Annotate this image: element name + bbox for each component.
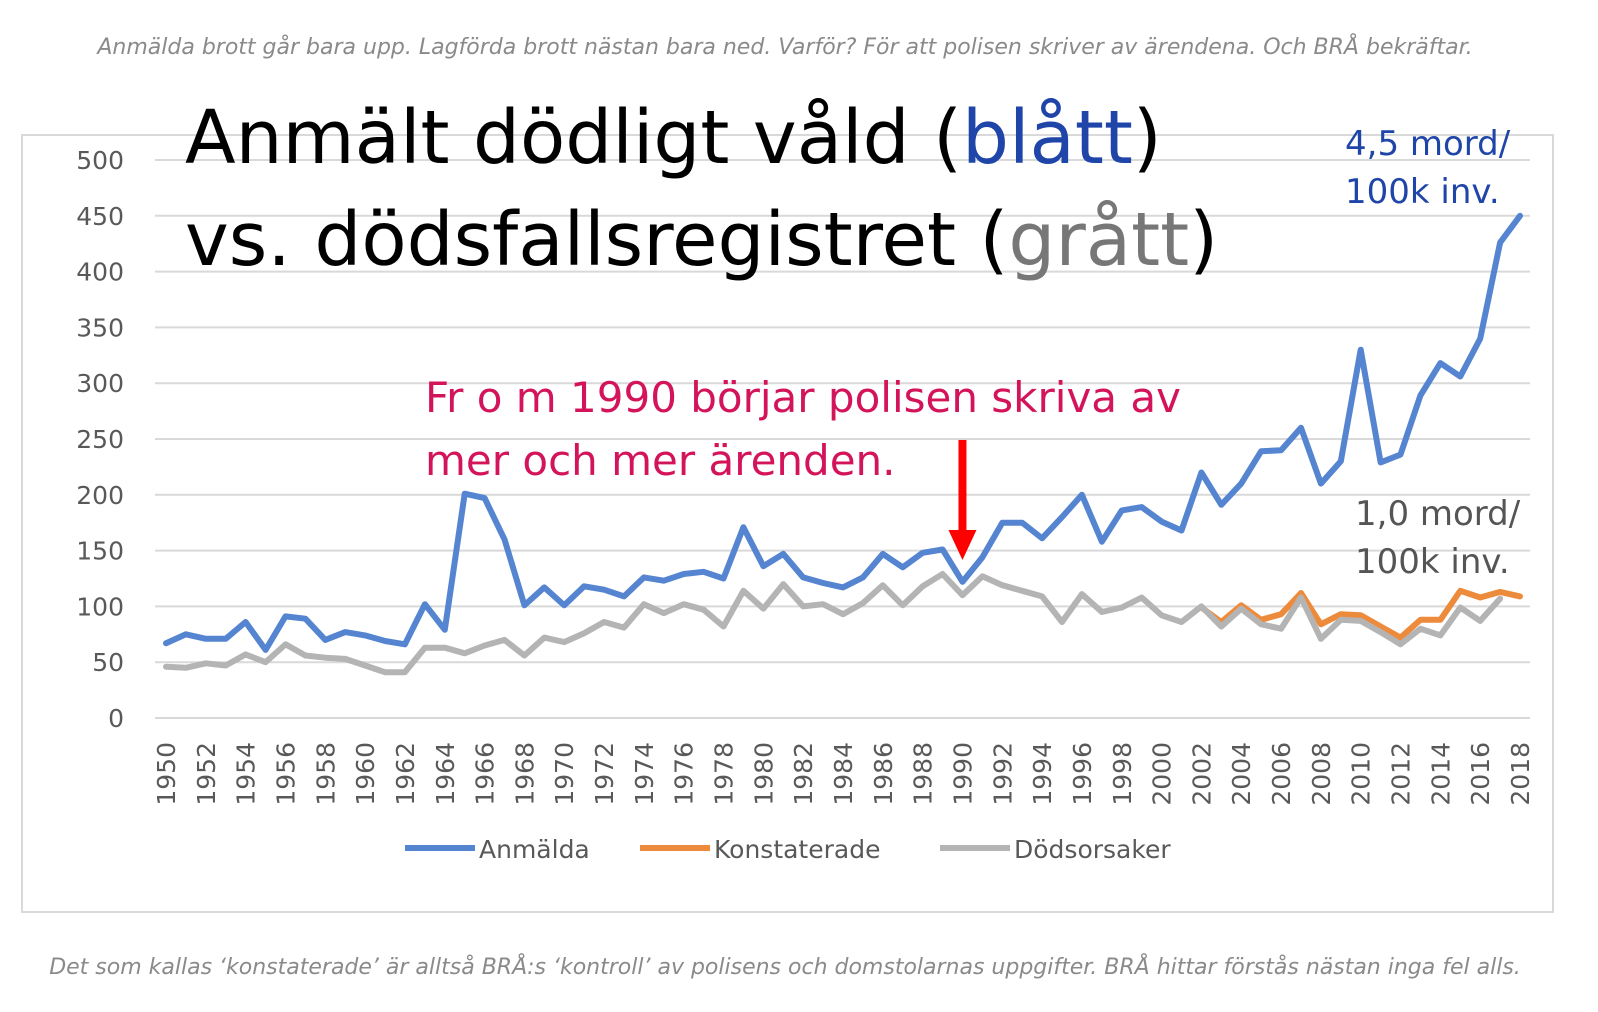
x-tick-label: 1958 (311, 742, 340, 806)
y-tick-label: 500 (76, 146, 124, 175)
chart-title: Anmält dödligt våld (blått) (185, 95, 1162, 181)
x-tick-label: 1980 (749, 742, 778, 806)
x-tick-label: 1970 (550, 742, 579, 806)
x-tick-label: 2010 (1347, 742, 1376, 806)
y-tick-label: 100 (76, 592, 124, 621)
x-tick-label: 1956 (271, 742, 300, 806)
x-tick-label: 1966 (471, 742, 500, 806)
x-tick-label: 2000 (1148, 742, 1177, 806)
x-tick-label: 1952 (192, 742, 221, 806)
x-tick-label: 1978 (710, 742, 739, 806)
x-tick-label: 1982 (789, 742, 818, 806)
annotation-arrowhead (948, 530, 977, 560)
annotation: 100k inv. (1355, 542, 1510, 582)
x-tick-label: 1988 (909, 742, 938, 806)
x-tick-label: 1974 (630, 742, 659, 806)
x-tick-label: 2008 (1307, 742, 1336, 806)
x-tick-label: 1998 (1108, 742, 1137, 806)
x-tick-label: 1964 (431, 742, 460, 806)
y-tick-label: 300 (76, 369, 124, 398)
series-line (163, 571, 1504, 676)
x-tick-label: 1968 (510, 742, 539, 806)
y-tick-label: 150 (76, 537, 124, 566)
x-tick-label: 1954 (232, 742, 261, 806)
x-tick-label: 1990 (948, 742, 977, 806)
x-tick-label: 2018 (1506, 742, 1535, 806)
title-part: Anmält dödligt våld ( (185, 95, 962, 181)
x-tick-label: 2006 (1267, 742, 1296, 806)
x-tick-label: 1992 (988, 742, 1017, 806)
annotation: 1,0 mord/ (1355, 494, 1521, 534)
x-tick-label: 1960 (351, 742, 380, 806)
x-tick-label: 1984 (829, 742, 858, 806)
y-tick-label: 400 (76, 258, 124, 287)
y-tick-label: 0 (108, 704, 124, 733)
x-tick-label: 1994 (1028, 742, 1057, 806)
x-tick-label: 2012 (1387, 742, 1416, 806)
y-tick-label: 250 (76, 425, 124, 454)
annotation: mer och mer ärenden. (425, 436, 896, 485)
series-line (163, 212, 1523, 653)
y-tick-label: 200 (76, 481, 124, 510)
title-part: vs. dödsfallsregistret ( (185, 197, 1008, 283)
x-tick-label: 2014 (1426, 742, 1455, 806)
x-tick-label: 1986 (869, 742, 898, 806)
title-part: ) (1189, 197, 1218, 283)
legend-label: Anmälda (479, 835, 590, 864)
chart-title: vs. dödsfallsregistret (grått) (185, 197, 1218, 283)
series-line (1198, 587, 1523, 641)
title-part: blått (962, 95, 1133, 181)
annotation: 100k inv. (1345, 172, 1500, 212)
y-tick-label: 450 (76, 202, 124, 231)
title-part: grått (1008, 197, 1189, 283)
x-tick-label: 1962 (391, 742, 420, 806)
annotation: Fr o m 1990 börjar polisen skriva av (425, 373, 1181, 422)
x-tick-label: 1996 (1068, 742, 1097, 806)
chart-frame (21, 134, 1554, 913)
x-tick-label: 1972 (590, 742, 619, 806)
y-tick-label: 50 (92, 648, 124, 677)
title-part: ) (1133, 95, 1162, 181)
legend-label: Konstaterade (714, 835, 880, 864)
x-tick-label: 2016 (1466, 742, 1495, 806)
bottom-caption: Det som kallas ‘konstaterade’ är alltså … (49, 953, 1521, 980)
y-tick-label: 350 (76, 313, 124, 342)
x-tick-label: 1950 (152, 742, 181, 806)
top-caption: Anmälda brott går bara upp. Lagförda bro… (95, 33, 1472, 60)
x-tick-label: 2002 (1187, 742, 1216, 806)
annotation: 4,5 mord/ (1345, 124, 1511, 164)
legend-label: Dödsorsaker (1014, 835, 1171, 864)
x-tick-label: 2004 (1227, 742, 1256, 806)
x-tick-label: 1976 (670, 742, 699, 806)
